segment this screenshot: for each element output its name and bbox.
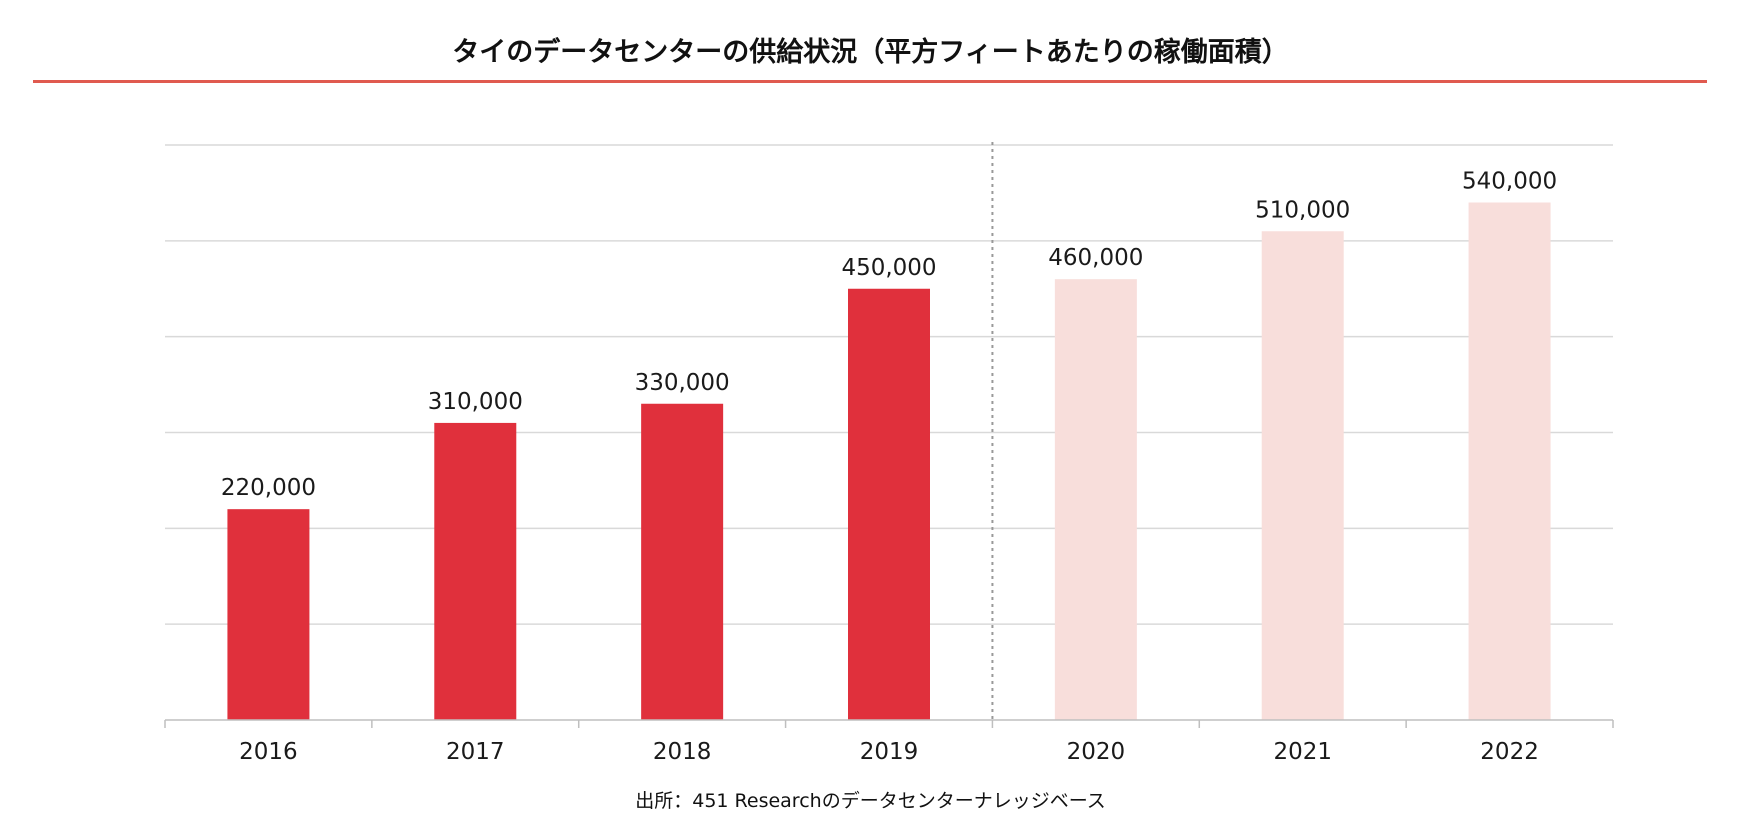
x-tick-label-2022: 2022 <box>1480 739 1539 765</box>
bar-2017 <box>434 422 517 720</box>
bar-2021 <box>1261 231 1344 720</box>
data-label-2016: 220,000 <box>221 475 316 501</box>
data-label-2018: 330,000 <box>635 370 730 396</box>
x-tick-label-2021: 2021 <box>1273 739 1332 765</box>
x-tick-label-2019: 2019 <box>860 739 919 765</box>
bar-2019 <box>848 288 930 720</box>
x-tick-label-2017: 2017 <box>446 739 505 765</box>
bar-2018 <box>641 403 724 720</box>
data-label-2021: 510,000 <box>1255 197 1350 223</box>
x-tick-label-2016: 2016 <box>239 739 298 765</box>
title-underline <box>33 80 1707 83</box>
x-tick-label-2018: 2018 <box>653 739 712 765</box>
data-label-2017: 310,000 <box>428 389 523 415</box>
data-labels: 220,000 310,000 330,000 450,000 460,000 510,0… <box>221 169 1557 502</box>
x-tick-label-2020: 2020 <box>1067 739 1126 765</box>
data-label-2019: 450,000 <box>841 255 936 281</box>
data-label-2020: 460,000 <box>1048 245 1143 271</box>
bar-2020 <box>1054 279 1137 720</box>
source-note: 出所：451 Researchのデータセンターナレッジベース <box>635 790 1106 812</box>
bars <box>227 202 1551 720</box>
data-label-2022: 540,000 <box>1462 169 1557 195</box>
bar-2022 <box>1468 202 1551 720</box>
chart-title: タイのデータセンターの供給状況（平方フィートあたりの稼働面積） <box>452 37 1289 68</box>
bar-2016 <box>227 509 310 720</box>
x-axis: 2016 2017 2018 2019 2020 2021 2022 <box>164 719 1614 765</box>
